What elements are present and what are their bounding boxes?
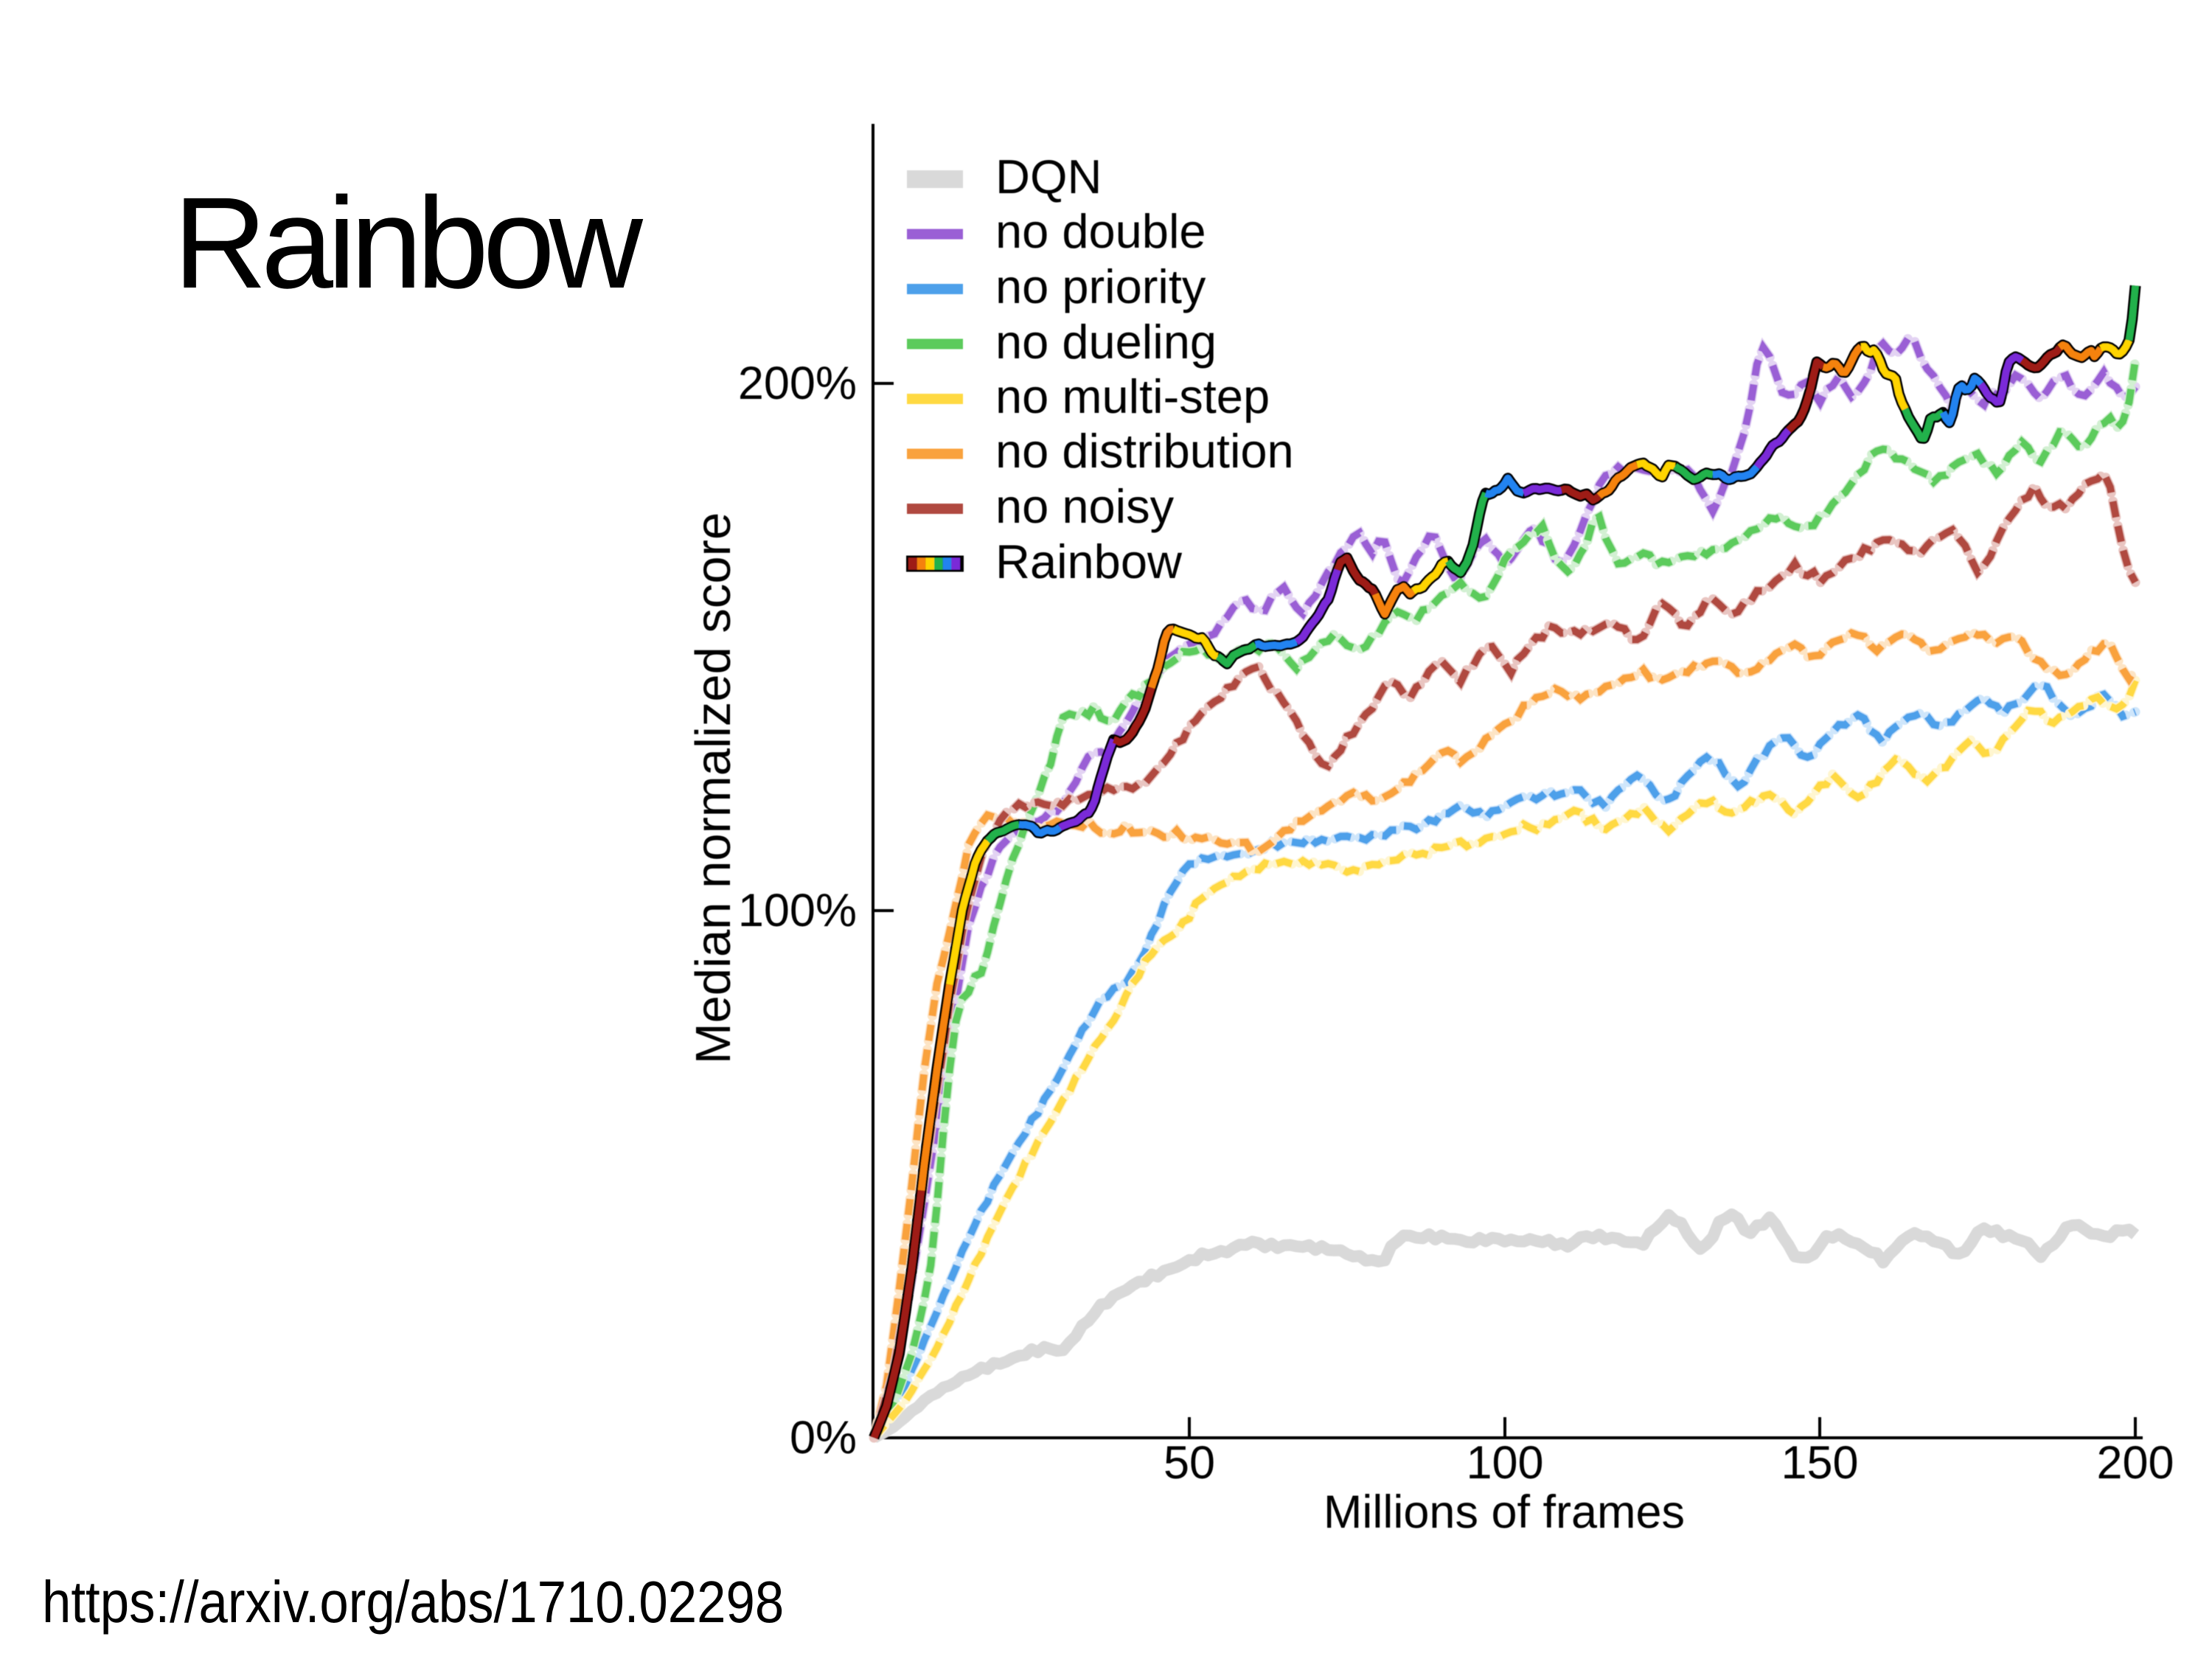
svg-text:150: 150 (1781, 1437, 1858, 1489)
svg-text:no dueling: no dueling (995, 315, 1217, 369)
svg-text:no noisy: no noisy (995, 479, 1175, 533)
svg-text:no double: no double (995, 204, 1206, 258)
svg-text:0%: 0% (790, 1412, 857, 1464)
svg-text:no priority: no priority (995, 260, 1206, 313)
svg-text:200%: 200% (738, 358, 857, 409)
svg-text:50: 50 (1164, 1437, 1215, 1489)
svg-text:Millions of frames: Millions of frames (1324, 1486, 1685, 1538)
svg-text:100: 100 (1466, 1437, 1543, 1489)
svg-text:no distribution: no distribution (995, 424, 1294, 478)
svg-text:Rainbow: Rainbow (995, 535, 1183, 588)
svg-text:no multi-step: no multi-step (995, 369, 1270, 423)
svg-text:DQN: DQN (995, 150, 1102, 204)
svg-text:200: 200 (2096, 1437, 2174, 1489)
svg-text:100%: 100% (738, 885, 857, 936)
svg-text:Median normalized score: Median normalized score (686, 512, 741, 1065)
